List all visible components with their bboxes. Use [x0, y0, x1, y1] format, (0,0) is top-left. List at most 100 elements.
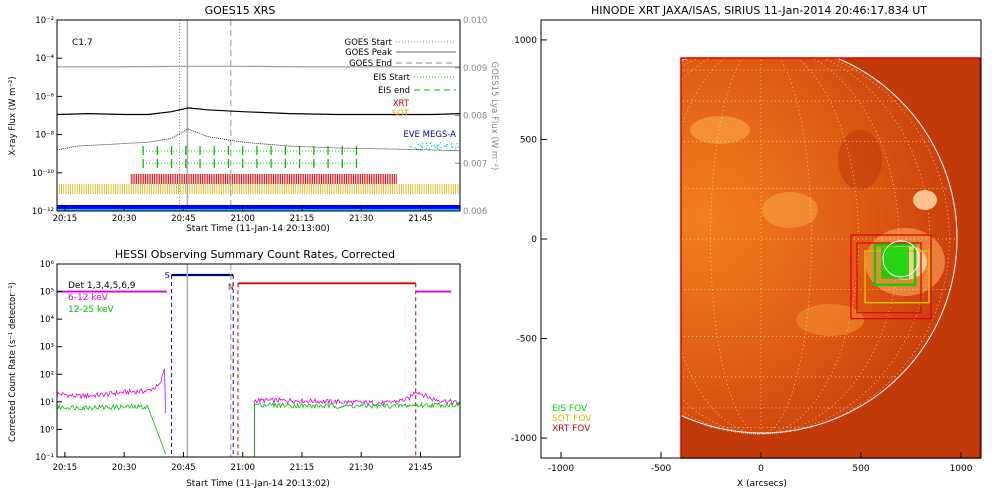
hessi-xtick-label: 20:15 [53, 463, 78, 473]
goes-xtick-label: 20:30 [112, 214, 137, 224]
goes-ylabel: X-ray Flux (W m⁻²) [8, 76, 18, 155]
hessi-series-0 [56, 368, 461, 457]
grid-longitude-line [681, 58, 762, 435]
xrt-xtick-label: 500 [852, 464, 869, 474]
xrt-xtick-label: -1000 [548, 464, 574, 474]
xrt-ytick-label: 0 [531, 235, 537, 245]
hessi-xtick-label: 21:30 [349, 463, 374, 473]
legend-band2: 12-25 keV [68, 305, 114, 315]
bright-patch-center [762, 192, 818, 228]
goes-title: GOES15 XRS [205, 4, 276, 17]
xrt-ytick-label: -1000 [511, 434, 537, 444]
hessi-ylabel: Corrected Count Rate (s⁻¹ detector⁻¹) [8, 282, 18, 442]
goes-ytick-right-label: 0.006 [463, 207, 487, 217]
legend-goes-end: GOES End [349, 59, 392, 69]
active-region-north [913, 190, 937, 210]
xrt-xlabel: X (arcsecs) [737, 479, 787, 489]
goes-ytick-right-label: 0.007 [463, 159, 487, 169]
goes-ylabel-right: GOES15 Lya Flux (W m⁻²) [489, 62, 499, 171]
goes-ytick-label: 10⁻⁴ [35, 54, 54, 64]
heliographic-grid [681, 58, 956, 435]
eis-observation-bars [142, 146, 358, 168]
goes-ytick-right-label: 0.009 [463, 64, 487, 74]
goes-ytick-label: 10⁻¹⁰ [32, 169, 55, 179]
hessi-title: HESSI Observing Summary Count Rates, Cor… [115, 248, 395, 261]
hessi-ytick-label: 10⁻¹ [35, 453, 54, 463]
goes-xtick-label: 20:45 [171, 214, 196, 224]
goes-flare-class: C1.7 [72, 38, 93, 48]
goes-ytick-label: 10⁻⁶ [35, 92, 54, 102]
grid-longitude-line [760, 58, 950, 435]
hessi-ytick-label: 10³ [40, 343, 54, 353]
hessi-ytick-label: 10⁵ [40, 288, 54, 298]
hessi-ytick-label: 10⁶ [40, 260, 55, 270]
hessi-panel: HESSI Observing Summary Count Rates, Cor… [8, 248, 461, 489]
legend-eis-end: EIS end [378, 86, 410, 96]
xrt-ytick-label: 500 [520, 135, 537, 145]
goes-series-0 [57, 65, 460, 68]
xrt-xtick-label: 0 [758, 464, 764, 474]
saa-annotation: S [165, 271, 170, 280]
goes-xtick-label: 21:15 [290, 214, 315, 224]
xrt-title: HINODE XRT JAXA/ISAS, SIRIUS 11-Jan-2014… [591, 4, 927, 17]
goes-xtick-label: 21:45 [408, 214, 433, 224]
hessi-xtick-label: 21:00 [230, 463, 255, 473]
goes-xrs-panel: GOES15 XRS 20:15 20:30 20:45 21:00 21:15 21:3… [8, 4, 499, 234]
xrt-ytick-label: -500 [517, 335, 538, 345]
xrt-image-panel: HINODE XRT JAXA/ISAS, SIRIUS 11-Jan-2014… [511, 4, 982, 489]
goes-bottom-band [57, 205, 460, 209]
solar-limb [681, 58, 958, 434]
goes-ytick-label: 10⁻² [35, 16, 54, 26]
hessi-xtick-label: 20:45 [171, 463, 196, 473]
xrt-fov-legend: EIS FOV SOT FOV XRT FOV [552, 404, 592, 434]
xrt-observation-bar [130, 174, 397, 184]
active-region-contour [882, 240, 920, 278]
legend-goes-start: GOES Start [344, 38, 392, 48]
legend-goes-peak: GOES Peak [345, 48, 392, 58]
xrt-xtick-label: 1000 [950, 464, 973, 474]
goes-plot-frame [56, 19, 461, 212]
dark-region [838, 130, 882, 190]
hessi-ytick-label: 10⁰ [40, 425, 55, 435]
grid-longitude-line [760, 58, 859, 435]
hessi-ytick-label: 10¹ [40, 398, 54, 408]
goes-xlabel: Start Time (11-Jan-14 20:13:00) [186, 224, 330, 234]
fov-box-xrt-fov [850, 234, 932, 320]
fov-box-xrt-fov-inner [856, 242, 922, 314]
legend-eis-fov: EIS FOV [552, 404, 588, 414]
xrt-xtick-label: -500 [651, 464, 672, 474]
fov-box-eis-fov [873, 243, 917, 287]
hessi-plot-frame [56, 263, 461, 458]
goes-ytick-label: 10⁻¹² [32, 207, 54, 217]
solar-disk [681, 58, 957, 433]
legend-eve: EVE MEGS-A [403, 130, 456, 140]
goes-xtick-label: 21:30 [349, 214, 374, 224]
legend-xrt: XRT [393, 99, 410, 109]
goes-series-1 [56, 107, 461, 116]
hessi-xtick-label: 21:15 [290, 463, 315, 473]
hessi-ytick-label: 10⁴ [40, 315, 55, 325]
hessi-xtick-label: 21:45 [408, 463, 433, 473]
goes-xtick-label: 21:00 [230, 214, 255, 224]
xrt-ytick-label: 1000 [514, 36, 537, 46]
legend-eis-start: EIS Start [373, 73, 410, 83]
hessi-ytick-label: 10² [40, 370, 54, 380]
bright-patch-south [796, 304, 864, 336]
legend-xrt-fov: XRT FOV [552, 424, 591, 434]
bright-patch-west [690, 116, 750, 144]
legend-band1: 6-12 keV [68, 293, 109, 303]
goes-ytick-label: 10⁻⁸ [35, 131, 54, 141]
hessi-xlabel: Start Time (11-Jan-14 20:13:02) [186, 479, 330, 489]
goes-series-2 [56, 128, 461, 152]
sot-observation-bar [56, 184, 459, 194]
xrt-solar-image [681, 58, 980, 458]
hessi-xtick-label: 20:30 [112, 463, 137, 473]
hessi-legend: Det 1,3,4,5,6,9 6-12 keV 12-25 keV [68, 281, 136, 315]
goes-ytick-right-label: 0.008 [463, 112, 487, 122]
goes-xtick-label: 20:15 [53, 214, 78, 224]
legend-sot: SOT [392, 109, 410, 119]
goes-ytick-right-label: 0.010 [463, 16, 487, 26]
goes-legend: GOES Start GOES Peak GOES End EIS Start … [344, 38, 456, 140]
hessi-series-1 [56, 401, 461, 457]
